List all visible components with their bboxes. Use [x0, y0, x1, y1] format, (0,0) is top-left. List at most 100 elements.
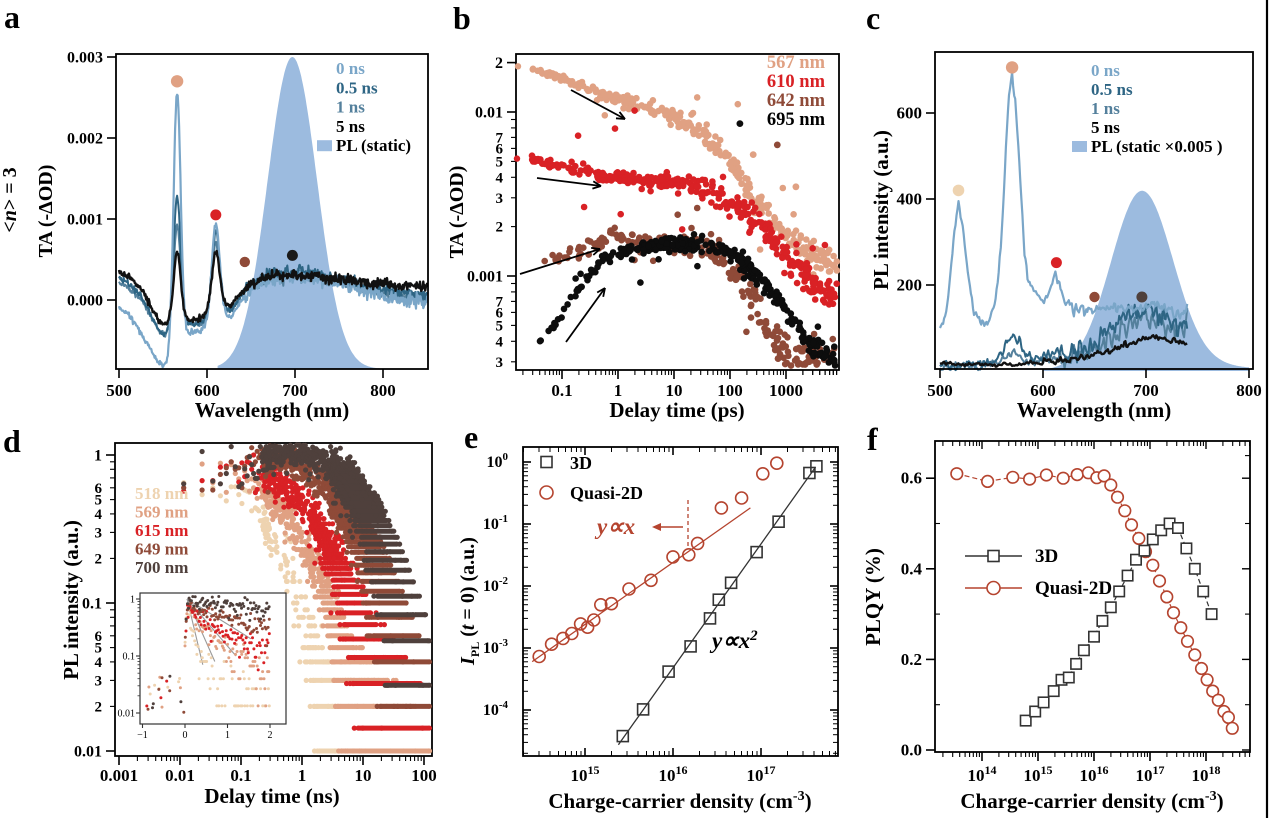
svg-text:1: 1 — [130, 595, 135, 606]
svg-text:TA (-ΔOD): TA (-ΔOD) — [446, 166, 468, 259]
svg-text:0.003: 0.003 — [67, 50, 103, 67]
svg-text:518 nm: 518 nm — [135, 484, 188, 503]
svg-text:642 nm: 642 nm — [767, 91, 826, 111]
svg-text:7: 7 — [496, 294, 504, 310]
svg-text:600: 600 — [194, 381, 220, 400]
svg-text:<n> = 3: <n> = 3 — [0, 167, 21, 232]
svg-text:10: 10 — [666, 381, 683, 400]
svg-text:0.01: 0.01 — [165, 766, 195, 785]
svg-text:1: 1 — [298, 766, 307, 785]
svg-text:649 nm: 649 nm — [135, 540, 188, 559]
svg-text:1016: 1016 — [659, 763, 688, 785]
svg-text:1: 1 — [614, 381, 623, 400]
svg-text:Wavelength (nm): Wavelength (nm) — [195, 398, 350, 422]
svg-text:569 nm: 569 nm — [135, 503, 188, 522]
svg-text:5: 5 — [496, 154, 504, 170]
svg-text:Quasi-2D: Quasi-2D — [570, 483, 643, 503]
svg-text:0.4: 0.4 — [901, 559, 923, 578]
svg-text:0.001: 0.001 — [467, 269, 503, 286]
svg-text:0.001: 0.001 — [67, 212, 103, 229]
svg-text:0.0: 0.0 — [901, 741, 922, 760]
svg-text:Charge-carrier density (cm-3): Charge-carrier density (cm-3) — [548, 789, 811, 813]
svg-text:0 ns: 0 ns — [1091, 61, 1120, 80]
svg-text:Delay time (ps): Delay time (ps) — [609, 398, 744, 422]
svg-text:3D: 3D — [570, 453, 592, 473]
svg-text:0.01: 0.01 — [475, 105, 503, 122]
svg-text:1 ns: 1 ns — [336, 98, 365, 117]
svg-text:0.5 ns: 0.5 ns — [336, 78, 378, 97]
svg-text:500: 500 — [927, 381, 953, 400]
svg-text:695 nm: 695 nm — [767, 110, 826, 130]
svg-text:10-3: 10-3 — [483, 637, 509, 657]
svg-text:Charge-carrier density (cm-3): Charge-carrier density (cm-3) — [960, 789, 1223, 813]
svg-text:100: 100 — [411, 766, 437, 785]
svg-text:700 nm: 700 nm — [135, 558, 188, 577]
svg-text:10-2: 10-2 — [483, 575, 509, 595]
svg-text:0.01: 0.01 — [74, 744, 102, 761]
svg-text:2: 2 — [495, 55, 503, 72]
svg-text:700: 700 — [1133, 381, 1159, 400]
svg-text:0 ns: 0 ns — [336, 59, 365, 78]
svg-text:2: 2 — [268, 730, 273, 741]
svg-text:3: 3 — [496, 355, 504, 371]
svg-text:PL intensity (a.u.): PL intensity (a.u.) — [59, 520, 83, 680]
svg-text:7: 7 — [496, 130, 504, 146]
svg-text:0.5 ns: 0.5 ns — [1091, 80, 1133, 99]
svg-text:600: 600 — [897, 104, 923, 123]
svg-text:5: 5 — [95, 641, 103, 657]
svg-text:800: 800 — [1236, 381, 1262, 400]
svg-text:PL intensity (a.u.): PL intensity (a.u.) — [869, 130, 893, 290]
svg-text:10-1: 10-1 — [483, 513, 508, 533]
svg-text:615 nm: 615 nm — [135, 521, 188, 540]
svg-text:5 ns: 5 ns — [336, 117, 365, 136]
svg-text:1017: 1017 — [747, 763, 776, 785]
svg-text:b: b — [453, 0, 471, 36]
svg-text:1016: 1016 — [1080, 763, 1109, 785]
svg-text:PL (static): PL (static) — [336, 136, 411, 155]
svg-text:610 nm: 610 nm — [767, 72, 826, 92]
svg-text:Quasi-2D: Quasi-2D — [1035, 578, 1112, 599]
svg-text:0.1: 0.1 — [123, 652, 136, 663]
svg-text:600: 600 — [1030, 381, 1056, 400]
svg-text:1015: 1015 — [1024, 763, 1053, 785]
svg-text:567 nm: 567 nm — [767, 53, 826, 73]
svg-text:400: 400 — [897, 190, 923, 209]
svg-text:TA (-ΔOD): TA (-ΔOD) — [35, 165, 57, 258]
svg-text:10-4: 10-4 — [483, 699, 509, 719]
svg-text:4: 4 — [95, 507, 103, 523]
svg-text:4: 4 — [496, 334, 504, 350]
svg-text:100: 100 — [717, 381, 743, 400]
svg-text:1000: 1000 — [769, 381, 803, 400]
svg-text:3D: 3D — [1035, 546, 1058, 567]
svg-text:f: f — [867, 421, 878, 457]
svg-text:5: 5 — [496, 318, 504, 334]
svg-text:1: 1 — [225, 730, 230, 741]
svg-text:−1: −1 — [137, 730, 148, 741]
svg-text:6: 6 — [95, 481, 103, 497]
svg-text:2: 2 — [95, 551, 103, 567]
svg-text:5 ns: 5 ns — [1091, 118, 1120, 137]
svg-text:500: 500 — [106, 381, 132, 400]
svg-text:5: 5 — [95, 493, 103, 509]
svg-text:PLQY (%): PLQY (%) — [861, 548, 885, 646]
svg-text:10: 10 — [355, 766, 372, 785]
svg-text:6: 6 — [496, 141, 504, 157]
svg-text:1014: 1014 — [968, 763, 997, 785]
svg-text:0.1: 0.1 — [230, 766, 251, 785]
svg-text:0.2: 0.2 — [901, 650, 922, 669]
svg-text:0.1: 0.1 — [82, 596, 102, 613]
svg-text:0.01: 0.01 — [118, 709, 136, 720]
svg-text:1018: 1018 — [1192, 763, 1221, 785]
svg-text:3: 3 — [95, 673, 103, 689]
svg-text:Delay time (ns): Delay time (ns) — [204, 784, 339, 808]
svg-text:IPL (t = 0) (a.u.): IPL (t = 0) (a.u.) — [457, 537, 482, 666]
svg-text:c: c — [866, 0, 880, 36]
svg-text:1 ns: 1 ns — [1091, 99, 1120, 118]
svg-text:700: 700 — [282, 381, 308, 400]
svg-text:e: e — [464, 419, 478, 455]
svg-text:1015: 1015 — [571, 763, 600, 785]
svg-text:0: 0 — [183, 730, 188, 741]
svg-text:3: 3 — [496, 191, 504, 207]
svg-text:d: d — [3, 423, 21, 459]
svg-text:6: 6 — [95, 629, 103, 645]
